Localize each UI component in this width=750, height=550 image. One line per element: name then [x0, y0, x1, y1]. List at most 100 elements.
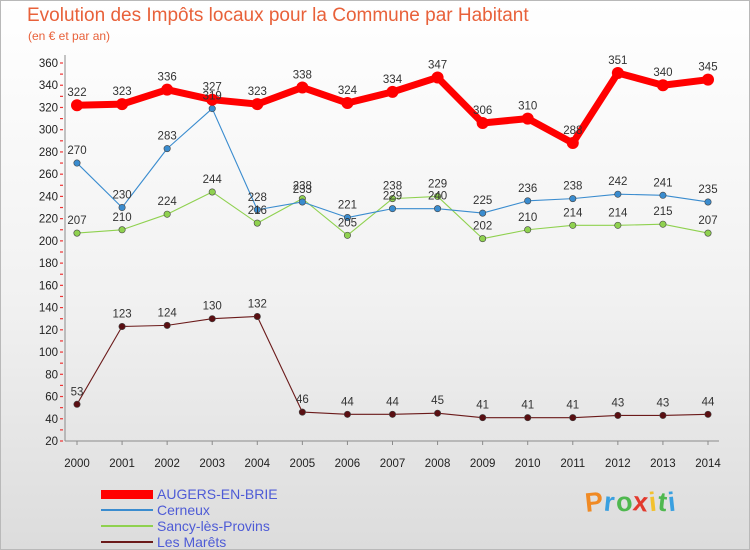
- data-label: 130: [203, 301, 222, 313]
- x-tick-label: 2007: [380, 458, 406, 470]
- data-label: 306: [473, 105, 492, 117]
- data-label: 53: [71, 386, 84, 398]
- data-point: [524, 197, 532, 205]
- data-point: [298, 408, 306, 416]
- data-point: [161, 83, 174, 96]
- data-label: 336: [158, 72, 177, 84]
- y-tick-label: 300: [39, 125, 58, 137]
- data-point: [253, 219, 261, 227]
- data-point: [73, 159, 81, 167]
- data-label: 210: [112, 212, 131, 224]
- data-label: 43: [611, 397, 624, 409]
- x-tick-label: 2003: [199, 458, 225, 470]
- legend-swatch: [101, 489, 153, 499]
- data-label: 283: [158, 131, 177, 143]
- y-tick-label: 20: [45, 436, 58, 448]
- data-point: [341, 97, 354, 110]
- x-tick-label: 2002: [154, 458, 180, 470]
- x-tick-label: 2006: [335, 458, 361, 470]
- legend-label: Les Marêts: [157, 534, 227, 550]
- y-tick-label: 280: [39, 147, 58, 159]
- y-tick-label: 360: [39, 58, 58, 70]
- data-point: [704, 410, 712, 418]
- data-point: [208, 188, 216, 196]
- legend-swatch: [101, 541, 153, 543]
- y-tick-label: 40: [45, 414, 58, 426]
- data-label: 347: [428, 59, 447, 71]
- data-point: [521, 112, 534, 125]
- y-tick-label: 80: [45, 369, 58, 381]
- chart-subtitle: (en € et par an): [28, 29, 111, 43]
- data-point: [476, 117, 489, 130]
- data-point: [659, 411, 667, 419]
- data-point: [388, 205, 396, 213]
- data-label: 46: [296, 394, 309, 406]
- data-point: [659, 220, 667, 228]
- data-point: [614, 411, 622, 419]
- x-tick-label: 2013: [650, 458, 676, 470]
- data-label: 44: [341, 396, 354, 408]
- data-point: [479, 414, 487, 422]
- x-tick-label: 2008: [425, 458, 451, 470]
- data-point: [479, 209, 487, 217]
- data-point: [434, 205, 442, 213]
- data-point: [386, 85, 399, 98]
- y-tick-label: 200: [39, 236, 58, 248]
- data-label: 205: [338, 217, 357, 229]
- legend-label: Cerneux: [157, 502, 210, 518]
- data-point: [206, 93, 219, 106]
- data-label: 340: [653, 67, 672, 79]
- data-point: [116, 98, 129, 111]
- legend-label: AUGERS-EN-BRIE: [157, 486, 278, 502]
- data-label: 229: [428, 178, 447, 190]
- data-label: 216: [248, 205, 267, 217]
- proxiti-logo: Proxiti: [583, 486, 677, 518]
- y-tick-label: 260: [39, 169, 58, 181]
- y-tick-label: 220: [39, 214, 58, 226]
- data-point: [253, 312, 261, 320]
- data-point: [73, 400, 81, 408]
- x-tick-label: 2011: [560, 458, 585, 470]
- data-label: 41: [476, 400, 489, 412]
- data-label: 44: [702, 396, 715, 408]
- data-label: 322: [67, 87, 86, 99]
- data-point: [163, 210, 171, 218]
- y-tick-label: 140: [39, 303, 58, 315]
- data-label: 124: [158, 307, 178, 319]
- data-point: [656, 79, 669, 92]
- y-tick-label: 240: [39, 191, 58, 203]
- data-label: 242: [608, 176, 627, 188]
- data-label: 351: [608, 55, 627, 67]
- data-label: 41: [566, 400, 579, 412]
- data-label: 44: [386, 396, 399, 408]
- data-label: 45: [431, 395, 444, 407]
- data-point: [479, 235, 487, 243]
- y-tick-label: 60: [45, 392, 58, 404]
- data-point: [434, 409, 442, 417]
- data-label: 214: [563, 207, 583, 219]
- data-point: [614, 190, 622, 198]
- data-point: [163, 321, 171, 329]
- data-point: [614, 221, 622, 229]
- data-label: 214: [608, 207, 628, 219]
- y-tick-label: 320: [39, 102, 58, 114]
- data-label: 345: [698, 62, 717, 74]
- data-point: [253, 206, 261, 214]
- x-tick-label: 2014: [695, 458, 721, 470]
- data-label: 236: [518, 183, 537, 195]
- legend-label: Sancy-lès-Provins: [157, 518, 270, 534]
- legend-swatch: [101, 525, 153, 527]
- legend-swatch: [101, 509, 153, 511]
- data-label: 323: [248, 86, 267, 98]
- data-label: 43: [657, 397, 670, 409]
- data-point: [343, 410, 351, 418]
- y-tick-label: 100: [39, 347, 58, 359]
- data-point: [704, 198, 712, 206]
- data-point: [343, 231, 351, 239]
- x-tick-label: 2004: [244, 458, 270, 470]
- data-point: [343, 214, 351, 222]
- data-point: [73, 229, 81, 237]
- data-point: [566, 137, 579, 150]
- data-label: 132: [248, 298, 267, 310]
